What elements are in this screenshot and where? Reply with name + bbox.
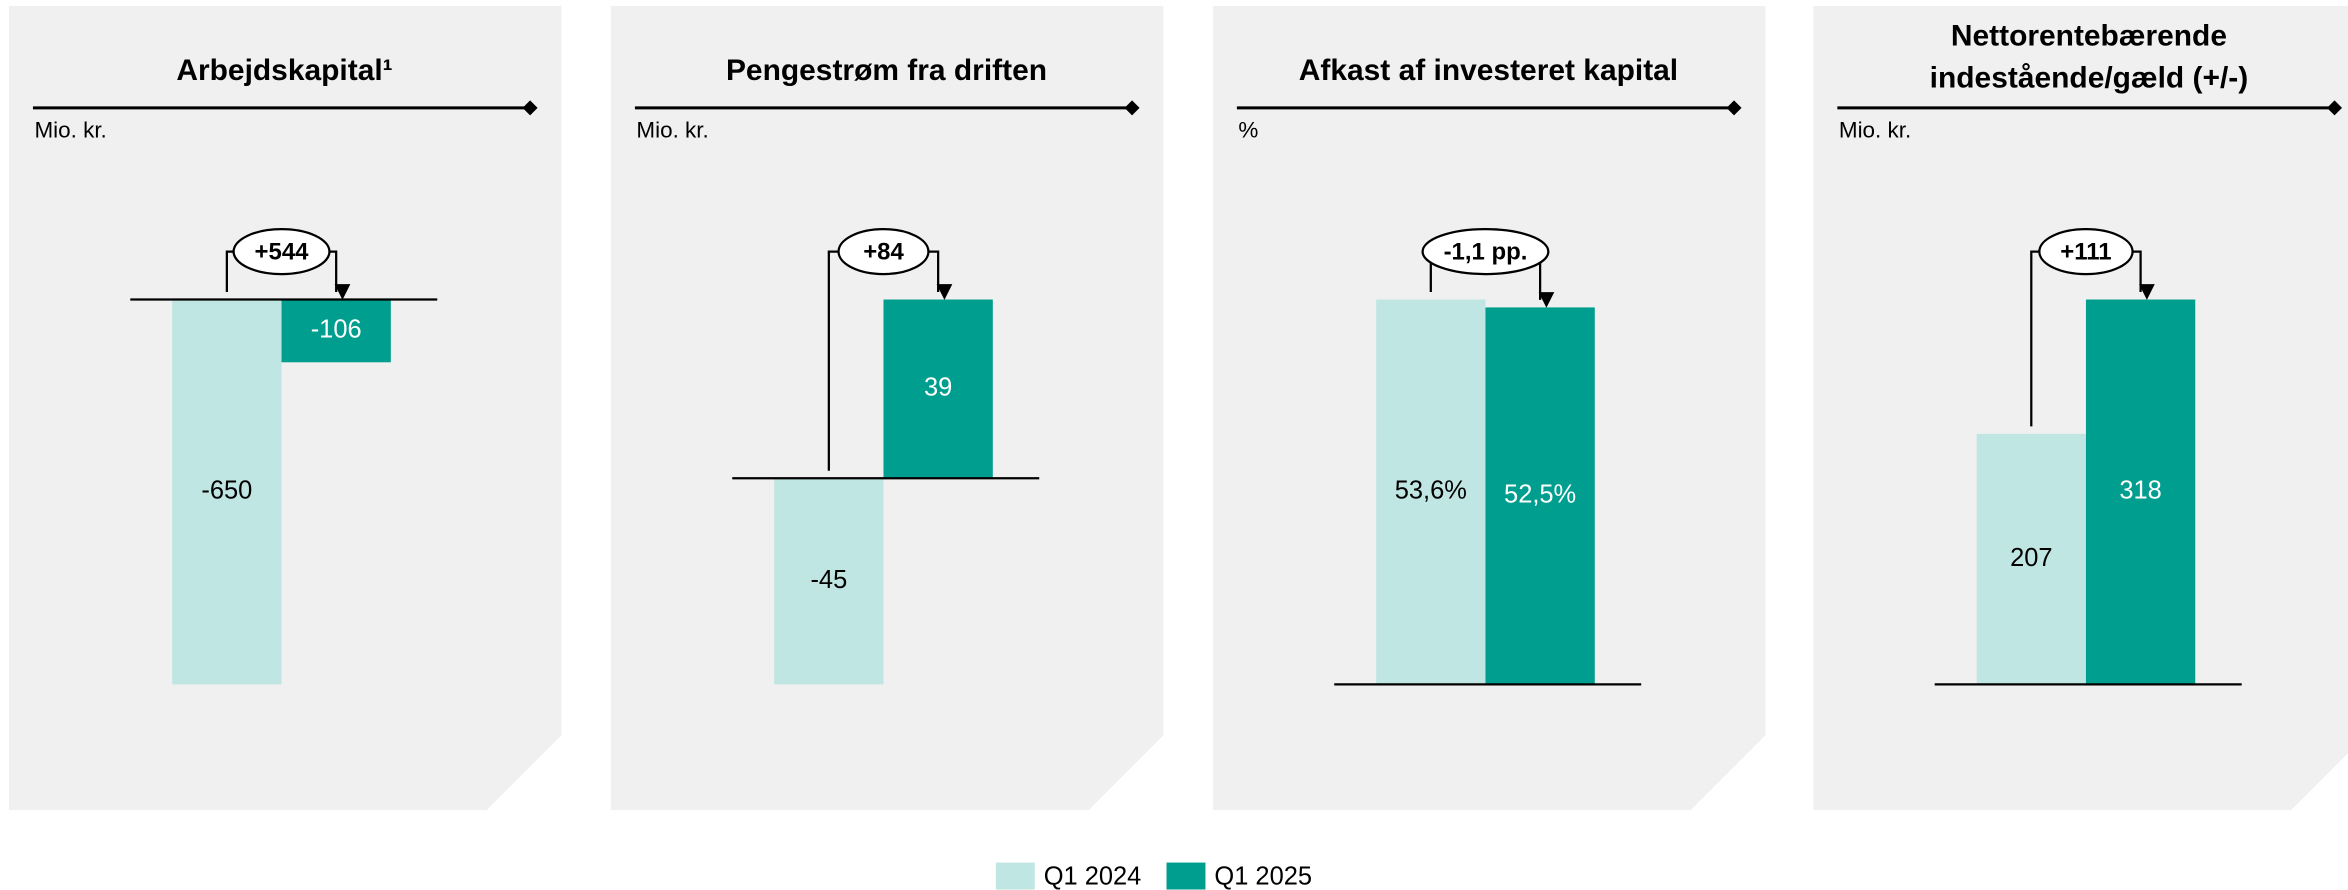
bar [281,299,391,363]
rule-diamond [2327,100,2343,116]
value-label: -45 [810,566,847,594]
panel-background [8,6,562,811]
bar [883,299,993,479]
value-label: -650 [201,477,252,505]
chart: Arbejdskapital¹ Mio. kr. -650 -106 +544 [8,6,562,811]
bar [1376,299,1486,685]
unit-label: Mio. kr. [1839,118,1911,143]
bar [774,478,884,685]
value-label: 53,6% [1395,477,1467,505]
change-badge [232,228,331,276]
unit-label: Mio. kr. [34,118,106,143]
bar [1976,433,2086,685]
unit-label: % [1238,118,1258,143]
chart-title: Arbejdskapital¹ [176,54,392,87]
bar [1485,307,1595,685]
legend-swatch [995,862,1035,890]
unit-label: Mio. kr. [636,118,708,143]
chart-title: Pengestrøm fra driften [726,54,1047,87]
rule-diamond [1726,100,1742,116]
bar [172,299,282,685]
change-badge [837,228,930,276]
value-label: 318 [2119,477,2161,505]
chart: Pengestrøm fra driften Mio. kr. -45 39 +84 [610,6,1164,811]
rule-diamond [1124,100,1140,116]
chart: Nettorentebærende indestående/gæld (+/-) M… [1813,6,2348,811]
value-label: 39 [924,374,952,402]
change-label: +111 [2060,238,2111,265]
value-label: -106 [311,316,362,344]
change-label: +84 [863,238,904,265]
chart-title: Afkast af investeret kapital [1299,54,1678,87]
change-badge [1421,228,1550,276]
legend-label: Q1 2024 [1044,862,1142,890]
panel-background [1813,6,2348,811]
change-badge [2038,228,2134,276]
value-label: 207 [2010,544,2052,572]
chart: Afkast af investeret kapital% 53,6% 52,5% -… [1212,6,1766,811]
legend-label: Q1 2025 [1214,862,1312,890]
legend-swatch [1166,862,1206,890]
value-label: 52,5% [1504,481,1576,509]
change-label: -1,1 pp. [1444,238,1528,265]
chart-title: Nettorentebærende [1951,19,2227,52]
change-label: +544 [255,238,310,265]
chart-title: indestående/gæld (+/-) [1930,61,2249,94]
bar [2085,299,2196,685]
